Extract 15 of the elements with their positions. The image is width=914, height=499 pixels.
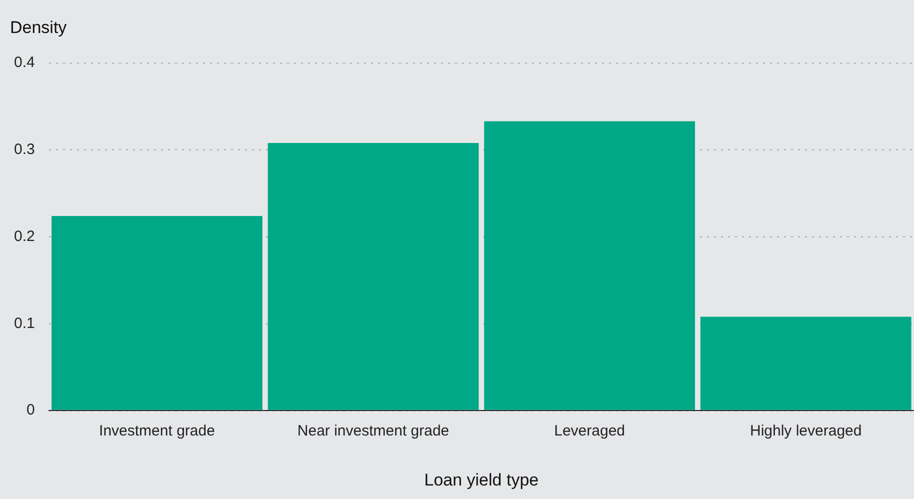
bar <box>268 142 479 410</box>
x-tick-label: Leveraged <box>554 422 626 440</box>
y-axis-title: Density <box>10 18 67 38</box>
y-tick-label: 0.4 <box>14 54 35 72</box>
bar <box>700 316 912 410</box>
y-tick-label: 0.2 <box>14 228 35 245</box>
y-tick-label: 0 <box>26 402 35 419</box>
x-tick-label: Investment grade <box>99 422 215 440</box>
y-tick-label: 0.1 <box>14 314 35 332</box>
bar <box>484 121 696 410</box>
x-tick-label: Highly leveraged <box>750 422 862 440</box>
x-tick-label: Near investment grade <box>297 422 450 440</box>
y-tick-label: 0.3 <box>14 141 35 158</box>
bar <box>52 216 262 410</box>
x-axis-title: Loan yield type <box>424 470 539 490</box>
